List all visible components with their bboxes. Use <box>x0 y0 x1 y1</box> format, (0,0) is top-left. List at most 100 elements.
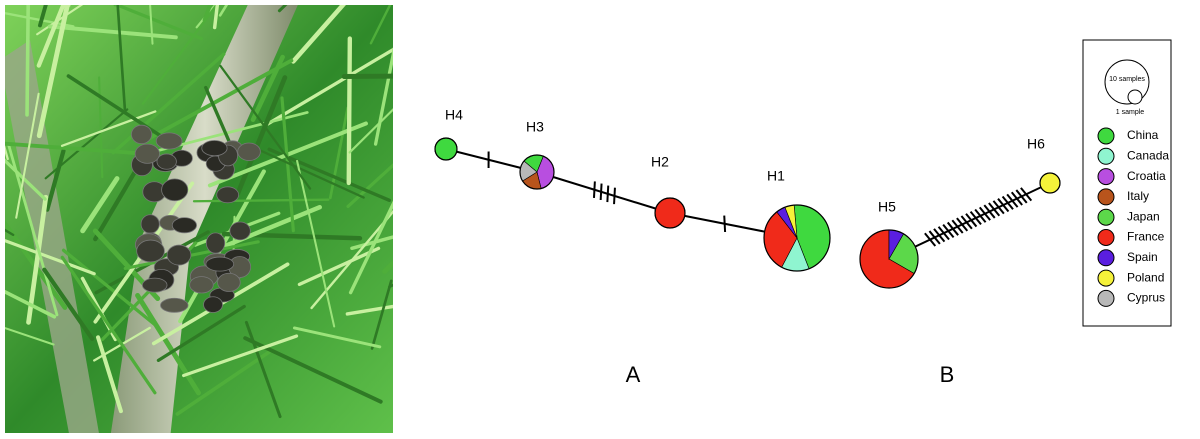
mutation-tick <box>946 221 959 236</box>
needle <box>244 320 282 419</box>
mutation-tick <box>942 223 955 238</box>
node-label: H2 <box>651 154 669 170</box>
legend-label: Italy <box>1127 189 1149 203</box>
mutation-tick <box>965 213 978 228</box>
needle <box>267 147 392 202</box>
needle <box>192 198 330 203</box>
legend-swatch <box>1097 127 1115 145</box>
needle <box>25 5 30 117</box>
mutation-tick <box>956 217 969 232</box>
aphid <box>156 153 177 170</box>
needle <box>296 159 336 328</box>
legend-label: Spain <box>1127 250 1158 264</box>
needle <box>218 204 322 250</box>
size-label: 10 samples <box>1109 76 1145 83</box>
needle <box>182 334 299 378</box>
node-label: H4 <box>445 107 463 123</box>
twig <box>5 40 99 433</box>
needle <box>5 11 75 28</box>
legend-swatch <box>1097 249 1115 267</box>
mutation-tick <box>974 208 987 223</box>
size-label: 1 sample <box>1116 109 1145 116</box>
needle <box>346 163 393 209</box>
needle <box>5 158 47 201</box>
needle <box>5 289 57 319</box>
legend-label: France <box>1127 230 1165 244</box>
mutation-tick <box>599 183 603 201</box>
mutation-tick <box>1015 189 1028 204</box>
aphid <box>131 124 153 145</box>
needle <box>348 108 393 154</box>
needle <box>388 283 393 289</box>
aphid <box>203 296 223 313</box>
mutation-tick <box>928 230 941 245</box>
mutation-tick <box>924 232 937 247</box>
mutation-tick <box>1020 187 1033 202</box>
mutation-tick <box>1010 191 1023 206</box>
needle <box>139 58 294 145</box>
needle <box>36 5 70 139</box>
needle <box>45 148 66 212</box>
needle <box>341 73 393 80</box>
mutation-tick <box>592 181 596 198</box>
needle <box>123 240 260 270</box>
node-outline <box>519 154 555 190</box>
mutation-tick <box>933 228 946 243</box>
mutation-tick <box>937 226 950 241</box>
needle <box>382 259 393 274</box>
edge <box>888 182 1051 260</box>
needle <box>47 24 178 40</box>
legend-label: Poland <box>1127 270 1164 284</box>
mutation-tick <box>1001 195 1014 210</box>
node-outline <box>1039 172 1061 194</box>
mutation-ticks <box>592 181 616 205</box>
aphid <box>161 178 189 202</box>
mutation-tick <box>992 200 1005 215</box>
mutation-tick <box>969 211 982 226</box>
needle <box>93 169 138 242</box>
aphid <box>134 143 160 164</box>
needle <box>219 64 312 190</box>
node-outline <box>859 229 919 289</box>
needle <box>60 110 157 148</box>
aphid <box>201 140 228 157</box>
aphid <box>140 214 160 234</box>
needle <box>292 326 382 349</box>
aphid <box>160 297 189 313</box>
needle <box>370 279 393 350</box>
node-label: H1 <box>767 168 785 184</box>
mutation-tick <box>997 198 1010 213</box>
needle <box>5 326 55 346</box>
node-label: H6 <box>1027 136 1045 152</box>
photo <box>5 5 393 433</box>
legend-label: Canada <box>1127 148 1169 162</box>
legend-label: Croatia <box>1127 169 1166 183</box>
node-outline <box>434 137 458 161</box>
needle <box>61 248 159 328</box>
aphid <box>189 276 214 294</box>
needle <box>60 255 157 395</box>
needle <box>149 5 154 45</box>
legend-swatch <box>1097 229 1115 246</box>
aphid <box>136 239 165 263</box>
aphid <box>155 132 183 150</box>
aphid <box>166 244 192 266</box>
needle <box>141 5 219 105</box>
needle <box>135 292 201 396</box>
mutation-tick <box>978 206 991 221</box>
legend-swatch <box>1097 269 1115 287</box>
size-circle-small <box>1127 89 1143 105</box>
mutation-tick <box>983 204 996 219</box>
aphid <box>205 256 235 272</box>
needle <box>98 76 104 179</box>
aphid <box>171 217 197 234</box>
needle <box>235 75 288 196</box>
needle <box>212 5 220 30</box>
aphid <box>229 221 251 241</box>
mutation-tick <box>613 187 616 205</box>
panel-label: A <box>626 362 641 387</box>
needle <box>5 219 68 310</box>
mutation-tick <box>988 202 1001 217</box>
